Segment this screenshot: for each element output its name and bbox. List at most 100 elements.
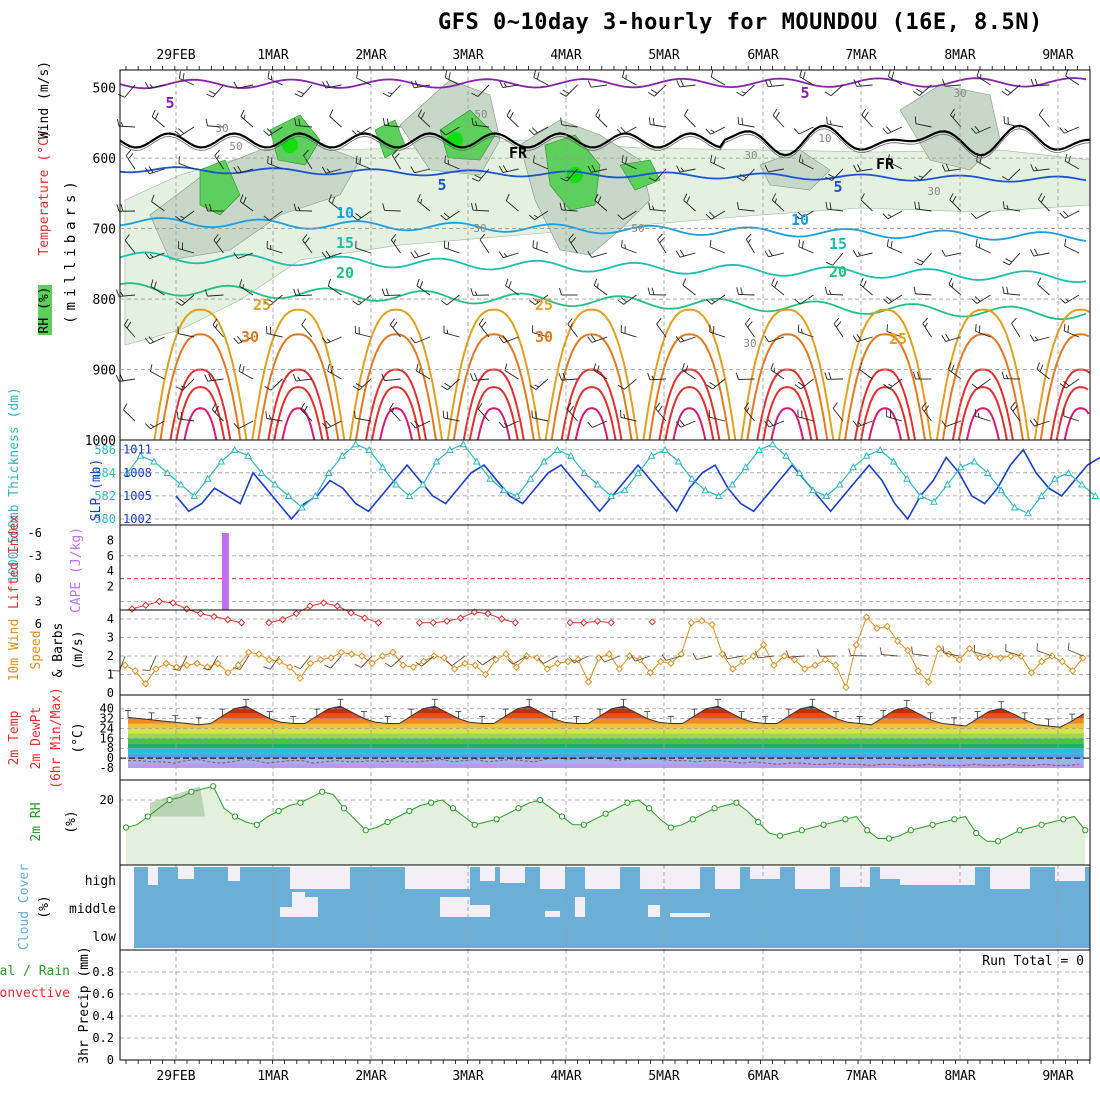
wind-speed-marker bbox=[141, 680, 150, 688]
wind-barb-flag bbox=[709, 382, 716, 387]
wind-barb bbox=[771, 278, 785, 296]
wind-speed-marker bbox=[450, 665, 459, 673]
wind-barb-flag bbox=[178, 71, 181, 79]
wind-barb-staff bbox=[327, 420, 342, 429]
wind-barb-flag bbox=[797, 381, 805, 387]
wind-barb-flag bbox=[381, 288, 385, 296]
wind-barb-staff bbox=[149, 252, 165, 260]
wind-barb-flag bbox=[650, 89, 658, 94]
wind-barb-staff bbox=[534, 294, 549, 305]
wind-barb-flag bbox=[587, 165, 592, 173]
thickness-marker bbox=[311, 491, 320, 499]
y-tick-precip: 0.2 bbox=[92, 1031, 114, 1045]
wind-barb-flag bbox=[597, 196, 602, 204]
thickness-marker bbox=[257, 468, 266, 476]
wind-barb-staff bbox=[623, 378, 637, 390]
cape-bar bbox=[221, 533, 229, 610]
wind-barb-staff bbox=[416, 285, 431, 296]
rh2m-marker bbox=[842, 816, 849, 823]
rh2m-marker bbox=[929, 821, 936, 828]
thickness-marker bbox=[351, 440, 360, 448]
wind-barb-staff bbox=[799, 210, 814, 220]
wind-barb bbox=[913, 286, 932, 296]
wind-barb-flag bbox=[802, 71, 806, 79]
contour-label: 5 bbox=[833, 178, 842, 196]
wind-barb-staff bbox=[888, 294, 903, 305]
wind-barb bbox=[941, 249, 962, 257]
wind-barb bbox=[1003, 116, 1021, 128]
lifted-index-marker bbox=[306, 602, 314, 610]
thickness-marker bbox=[809, 486, 817, 494]
wind-speed-marker bbox=[492, 655, 500, 664]
wind-barb-flag bbox=[824, 286, 828, 295]
wind-barb bbox=[764, 165, 785, 173]
wind-barb-flag bbox=[270, 157, 273, 165]
wind-barb bbox=[214, 149, 224, 170]
wind-barb-flag bbox=[354, 410, 356, 419]
wind-barb-flag bbox=[410, 336, 416, 344]
wind-barb-flag bbox=[886, 296, 893, 302]
wind-barb-staff bbox=[123, 409, 136, 422]
wind-barb-flag bbox=[709, 239, 712, 248]
wind-barb-10m bbox=[324, 655, 342, 669]
wind-barb-staff bbox=[943, 652, 960, 657]
wind-barb bbox=[647, 84, 667, 97]
isotherm-arch bbox=[860, 386, 910, 441]
wind-barb-staff bbox=[151, 116, 165, 128]
wind-barb-staff bbox=[118, 125, 136, 128]
wind-barb bbox=[559, 202, 578, 212]
wind-barb-staff bbox=[1008, 168, 1021, 181]
wind-barb-flag bbox=[532, 297, 539, 303]
wind-barb bbox=[1030, 164, 1050, 172]
wind-barb bbox=[442, 410, 460, 422]
date-label-top: 2MAR bbox=[355, 48, 386, 63]
wind-barb bbox=[443, 325, 460, 338]
wind-barb-10m bbox=[354, 655, 373, 668]
wind-barb-staff bbox=[390, 324, 401, 338]
wind-barb-flag bbox=[479, 233, 486, 241]
rh2m-marker bbox=[188, 788, 195, 795]
wind-barb-staff bbox=[915, 123, 932, 128]
wind-barb-staff bbox=[207, 125, 224, 128]
wind-barb-flag bbox=[351, 215, 359, 221]
wind-barb-flag bbox=[392, 321, 398, 328]
wind-barb bbox=[799, 69, 814, 86]
wind-barb-flag bbox=[824, 372, 828, 380]
wind-barb-staff bbox=[384, 209, 401, 212]
wind-barb-flag bbox=[913, 176, 921, 181]
wind-barb-flag bbox=[498, 421, 505, 429]
wind-barb-staff bbox=[360, 655, 373, 668]
thickness-marker bbox=[688, 474, 696, 482]
axis-label-millibars: (millibars) bbox=[63, 176, 79, 324]
isotherm-arch bbox=[183, 407, 218, 441]
wind-barb-flag bbox=[825, 201, 828, 210]
wind-barb bbox=[587, 250, 608, 258]
wind-barb-flag bbox=[676, 165, 681, 173]
wind-barb-staff bbox=[325, 168, 342, 174]
wind-barb bbox=[859, 277, 873, 296]
cloud-gap-middle bbox=[470, 905, 490, 917]
wind-barb-staff bbox=[358, 378, 372, 391]
wind-barb-flag bbox=[764, 420, 770, 428]
wind-barb-flag bbox=[593, 363, 597, 371]
wind-barb-flag bbox=[297, 90, 305, 95]
wind-barb-flag bbox=[474, 174, 482, 179]
wind-barb-flag bbox=[470, 373, 474, 381]
isotherm-arch bbox=[965, 407, 1000, 441]
wind-barb-staff bbox=[119, 378, 136, 382]
thickness-marker bbox=[957, 463, 965, 471]
wind-barb-flag bbox=[825, 261, 833, 266]
wind-barb-flag bbox=[233, 422, 240, 429]
wind-barb-flag bbox=[300, 402, 305, 410]
wind-barb-staff bbox=[859, 369, 873, 380]
wind-barb-flag bbox=[852, 250, 858, 257]
wind-barb bbox=[115, 374, 136, 382]
wind-barb bbox=[683, 193, 696, 212]
y-tick-temp: 16 bbox=[100, 731, 114, 745]
wind-barb-staff bbox=[478, 168, 490, 182]
wind-speed-marker bbox=[286, 663, 294, 671]
wind-barb bbox=[233, 252, 254, 259]
wind-barb-10m bbox=[973, 644, 991, 657]
wind-barb bbox=[322, 80, 342, 89]
y-tick-temp: 40 bbox=[100, 702, 114, 716]
